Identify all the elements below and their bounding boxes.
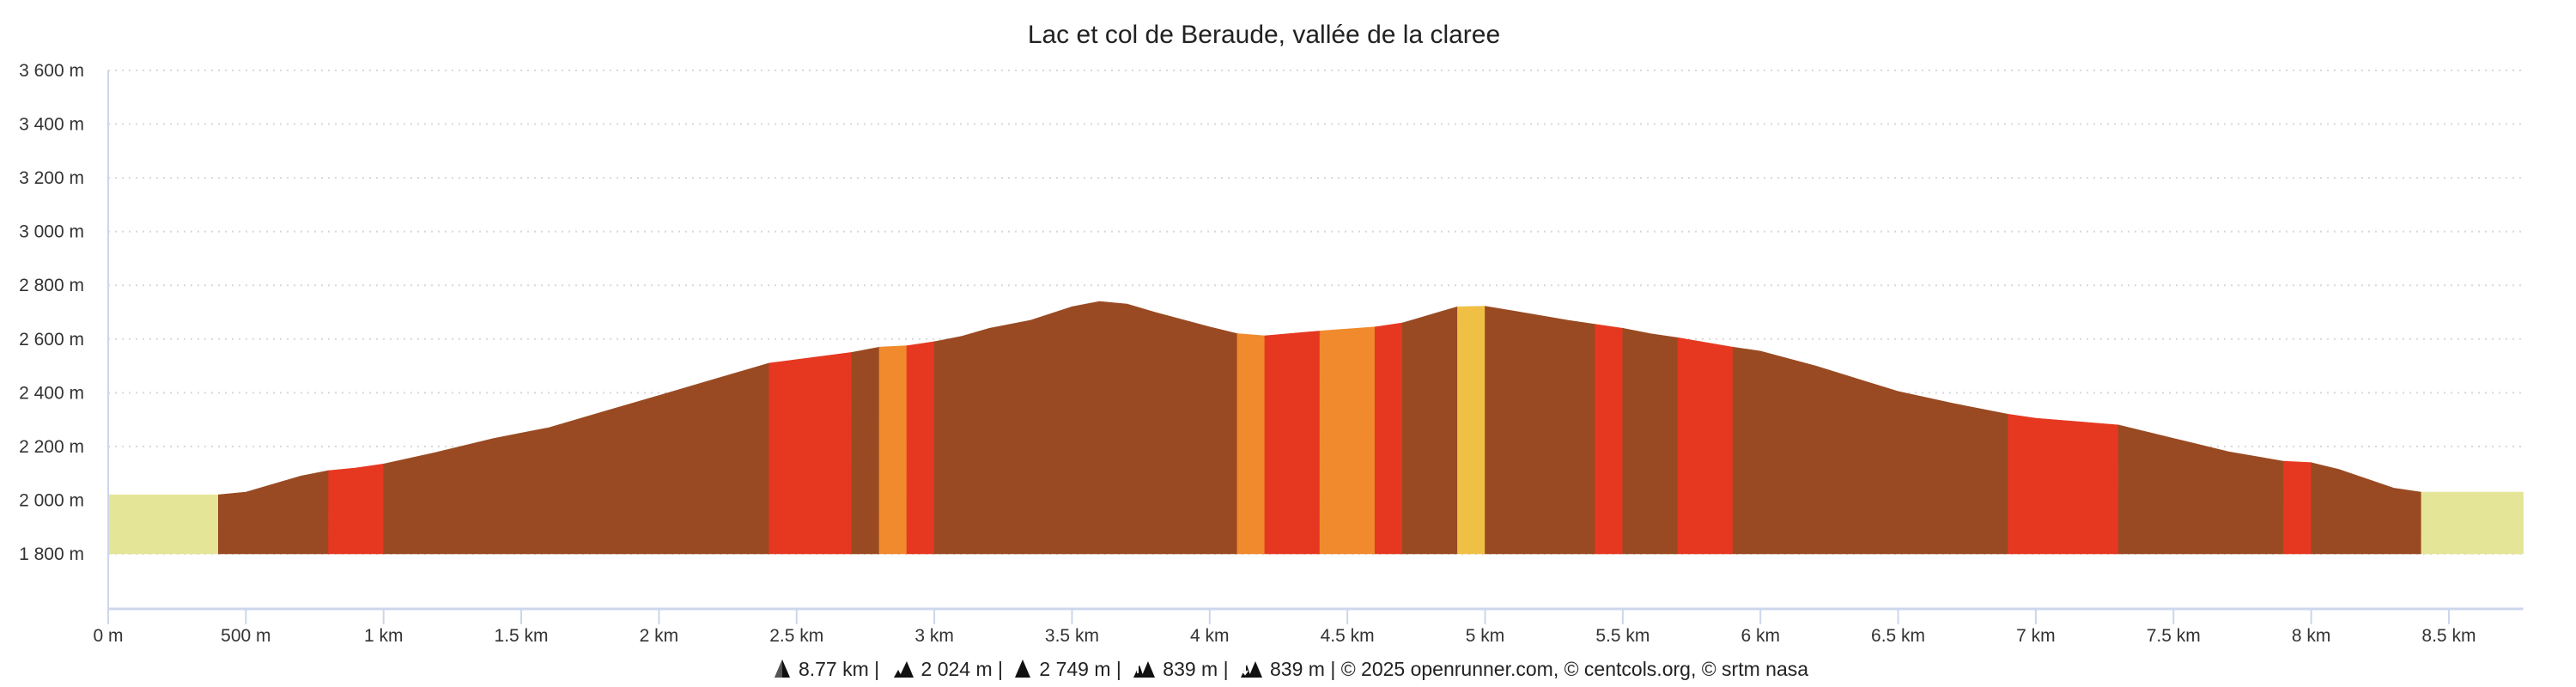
separator: | — [998, 658, 1004, 680]
profile-segment-very-steep — [328, 463, 384, 555]
profile-segment-gentle — [1457, 306, 1485, 555]
distance-value: 8.77 km — [798, 658, 869, 680]
profile-areas — [107, 301, 2524, 555]
x-tick-label: 3.5 km — [1045, 626, 1099, 646]
y-tick-label: 1 800 m — [19, 544, 84, 564]
profile-segment-moderate — [1319, 326, 1376, 555]
ascent-value: 839 m — [1163, 658, 1218, 680]
profile-segment-very-steep — [1595, 324, 1624, 555]
profile-segment-moderate — [1236, 333, 1266, 555]
profile-segment-steep — [1401, 306, 1458, 555]
x-tick-label: 3 km — [914, 626, 954, 646]
x-tick-label: 6.5 km — [1871, 626, 1925, 646]
profile-segment-steep — [2117, 424, 2284, 555]
x-tick-label: 2.5 km — [769, 626, 823, 646]
max-altitude-icon — [1015, 660, 1031, 678]
profile-segment-steep — [383, 362, 770, 555]
separator: | — [1330, 658, 1336, 680]
x-tick-label: 7.5 km — [2147, 626, 2201, 646]
x-tick-label: 8 km — [2292, 626, 2331, 646]
x-tick-label: 2 km — [640, 626, 679, 646]
profile-segment-very-steep — [2008, 414, 2119, 555]
profile-segment-moderate — [878, 345, 908, 555]
descent-value: 839 m — [1270, 658, 1325, 680]
credits: © 2025 openrunner.com, © centcols.org, ©… — [1340, 658, 1809, 680]
x-tick-label: 1.5 km — [495, 626, 549, 646]
y-tick-label: 2 600 m — [19, 330, 84, 350]
profile-segment-very-steep — [769, 352, 853, 555]
x-tick-label: 6 km — [1741, 626, 1780, 646]
separator: | — [1115, 658, 1121, 680]
profile-segment-flat — [2421, 491, 2524, 555]
max-altitude-value: 2 749 m — [1039, 658, 1111, 680]
route-stats: 8.77 km | 2 024 m | 2 749 m | 839 m | 83… — [0, 658, 2576, 681]
y-tick-label: 2 400 m — [19, 383, 84, 403]
y-tick-label: 2 800 m — [19, 276, 84, 295]
x-tick-label: 500 m — [221, 626, 270, 646]
x-axis: 0 m 500 m 1 km 1.5 km 2 km 2.5 km 3 km 3.5 km 4 … — [93, 607, 2524, 646]
profile-segment-very-steep — [2283, 460, 2312, 555]
y-tick-label: 3 200 m — [19, 168, 84, 188]
y-tick-label: 3 000 m — [19, 222, 84, 242]
profile-segment-steep — [1732, 346, 2009, 555]
separator: | — [874, 658, 880, 680]
profile-segment-steep — [933, 301, 1238, 555]
ascent-icon — [1133, 660, 1156, 678]
profile-segment-flat — [107, 494, 219, 555]
chart-title: Lac et col de Beraude, vallée de la clar… — [1028, 21, 1500, 49]
x-tick-label: 7 km — [2016, 626, 2056, 646]
x-tick-label: 1 km — [364, 626, 404, 646]
min-altitude-icon — [893, 661, 914, 678]
x-tick-label: 5.5 km — [1595, 626, 1649, 646]
x-tick-label: 0 m — [93, 626, 123, 646]
x-tick-label: 5 km — [1466, 626, 1505, 646]
descent-icon — [1241, 661, 1262, 678]
profile-segment-very-steep — [1264, 331, 1321, 555]
profile-segment-steep — [2311, 462, 2422, 555]
profile-segment-very-steep — [1374, 322, 1403, 555]
separator: | — [1223, 658, 1229, 680]
y-axis: 1 800 m 2 000 m 2 200 m 2 400 m 2 600 m 2 800… — [19, 61, 109, 609]
y-tick-label: 3 400 m — [19, 115, 84, 135]
profile-segment-very-steep — [906, 341, 935, 555]
profile-segment-steep — [217, 470, 329, 555]
elevation-chart: Lac et col de Beraude, vallée de la clar… — [19, 21, 2524, 646]
y-tick-label: 2 000 m — [19, 490, 84, 510]
x-tick-label: 4.5 km — [1321, 626, 1375, 646]
x-tick-label: 8.5 km — [2421, 626, 2476, 646]
profile-segment-steep — [851, 346, 880, 555]
profile-segment-very-steep — [1677, 337, 1734, 555]
y-tick-label: 3 600 m — [19, 61, 84, 81]
min-altitude-value: 2 024 m — [920, 658, 993, 680]
profile-segment-steep — [1485, 306, 1596, 555]
profile-segment-steep — [1622, 327, 1679, 555]
distance-icon — [774, 660, 790, 678]
x-tick-label: 4 km — [1190, 626, 1230, 646]
y-tick-label: 2 200 m — [19, 437, 84, 457]
